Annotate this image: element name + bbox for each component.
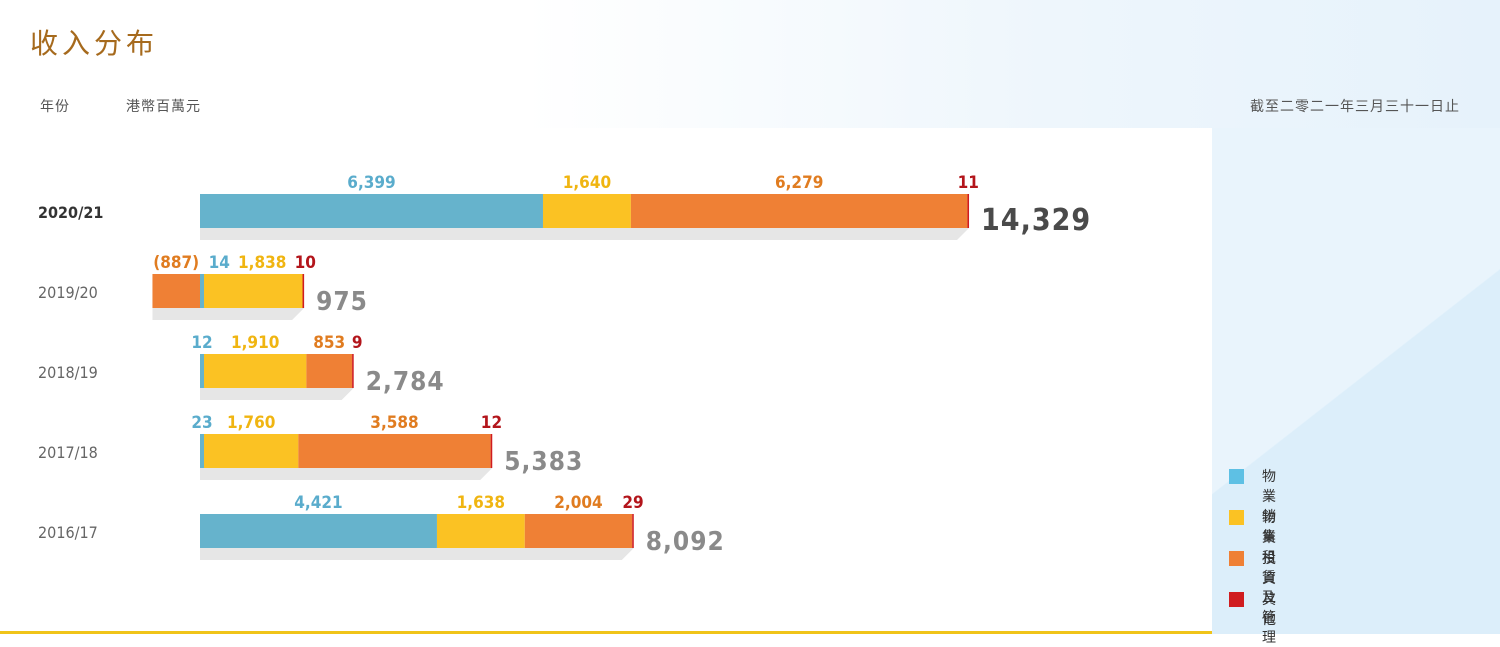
unit-label: 港幣百萬元 bbox=[126, 99, 201, 115]
bar-shadow-2018-19 bbox=[200, 388, 354, 400]
total-value-label: 975 bbox=[316, 287, 368, 317]
bar-segment-leasing-2020-21 bbox=[542, 194, 631, 228]
bar-segment-investment-2018-19 bbox=[306, 354, 353, 388]
bar-shadow-2017-18 bbox=[200, 468, 493, 480]
segment-value-label: (887) bbox=[153, 253, 199, 273]
segment-value-label: 1,760 bbox=[227, 413, 275, 433]
bar-shadow-2020-21 bbox=[200, 228, 970, 240]
segment-value-label: 9 bbox=[352, 333, 363, 353]
category-label: 2017/18 bbox=[38, 443, 98, 462]
bottom-rule bbox=[0, 631, 1212, 634]
bar-shadow-2019-20 bbox=[152, 308, 305, 320]
segment-value-label: 29 bbox=[622, 493, 643, 513]
bar-shadow-2016-17 bbox=[200, 548, 634, 560]
segment-value-label: 4,421 bbox=[294, 493, 342, 513]
bar-segment-investment-2019-20 bbox=[152, 274, 200, 308]
segment-value-label: 10 bbox=[295, 253, 316, 273]
segment-value-label: 11 bbox=[958, 173, 979, 193]
year-column-header: 年份 bbox=[40, 99, 70, 115]
bar-segment-investment-2016-17 bbox=[524, 514, 633, 548]
bar-segment-sales-2017-18 bbox=[200, 434, 204, 468]
bar-segment-leasing-2018-19 bbox=[204, 354, 307, 388]
category-label: 2020/21 bbox=[38, 203, 103, 222]
segment-value-label: 23 bbox=[191, 413, 212, 433]
bar-segment-leasing-2016-17 bbox=[436, 514, 525, 548]
segment-value-label: 3,588 bbox=[370, 413, 418, 433]
total-value-label: 14,329 bbox=[981, 203, 1091, 238]
segment-value-label: 1,910 bbox=[231, 333, 279, 353]
chart-title: 收入分布 bbox=[30, 27, 159, 60]
bar-segment-sales-2018-19 bbox=[200, 354, 204, 388]
category-label: 2018/19 bbox=[38, 363, 98, 382]
category-label: 2019/20 bbox=[38, 283, 98, 302]
header-background bbox=[0, 0, 1500, 128]
bar-segment-others-2016-17 bbox=[632, 514, 634, 548]
segment-value-label: 12 bbox=[481, 413, 502, 433]
total-value-label: 2,784 bbox=[366, 367, 445, 397]
bar-segment-sales-2019-20 bbox=[200, 274, 204, 308]
segment-value-label: 1,640 bbox=[563, 173, 611, 193]
legend-swatch-leasing bbox=[1229, 510, 1244, 525]
legend-swatch-investment bbox=[1229, 551, 1244, 566]
bar-segment-others-2020-21 bbox=[967, 194, 970, 228]
segment-value-label: 6,399 bbox=[347, 173, 395, 193]
legend-label-others: 其他 bbox=[1262, 592, 1277, 628]
legend-label-investment: 投資 bbox=[1262, 551, 1277, 587]
segment-value-label: 853 bbox=[313, 333, 345, 353]
bar-segment-investment-2017-18 bbox=[298, 434, 491, 468]
total-value-label: 8,092 bbox=[646, 527, 725, 557]
as-of-date-label: 截至二零二一年三月三十一日止 bbox=[1250, 99, 1460, 115]
bar-segment-leasing-2017-18 bbox=[204, 434, 299, 468]
total-value-label: 5,383 bbox=[504, 447, 583, 477]
segment-value-label: 12 bbox=[191, 333, 212, 353]
segment-value-label: 14 bbox=[209, 253, 230, 273]
bar-segment-leasing-2019-20 bbox=[204, 274, 303, 308]
category-label: 2016/17 bbox=[38, 523, 98, 542]
bar-segment-others-2019-20 bbox=[302, 274, 305, 308]
segment-value-label: 1,838 bbox=[238, 253, 286, 273]
bar-segment-sales-2016-17 bbox=[200, 514, 437, 548]
bar-segment-investment-2020-21 bbox=[630, 194, 968, 228]
segment-value-label: 1,638 bbox=[457, 493, 505, 513]
segment-value-label: 2,004 bbox=[554, 493, 602, 513]
legend-label-sales: 物業銷售 bbox=[1262, 469, 1277, 545]
bar-segment-sales-2020-21 bbox=[200, 194, 543, 228]
bar-segment-others-2017-18 bbox=[490, 434, 493, 468]
segment-value-label: 6,279 bbox=[775, 173, 823, 193]
legend-swatch-others bbox=[1229, 592, 1244, 607]
legend-panel-decoration bbox=[1212, 128, 1500, 634]
legend-swatch-sales bbox=[1229, 469, 1244, 484]
bar-segment-others-2018-19 bbox=[352, 354, 354, 388]
